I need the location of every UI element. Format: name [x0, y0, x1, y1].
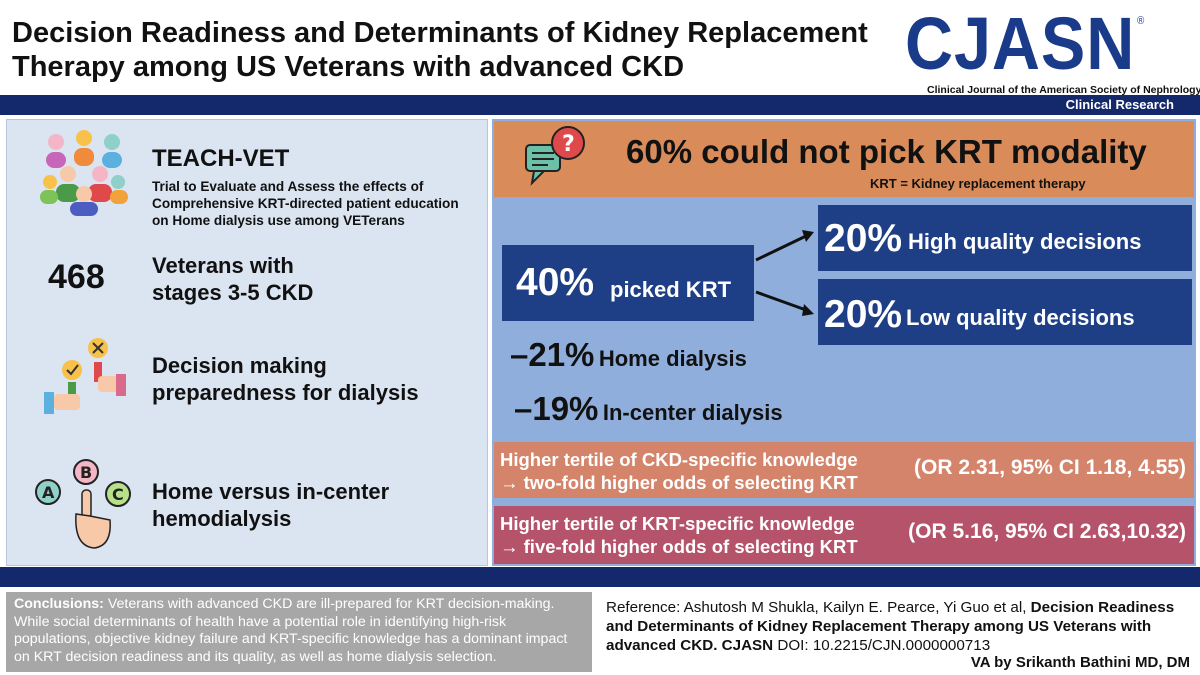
question-chat-icon: ? [525, 126, 585, 186]
conclusions-text: Veterans with advanced CKD are ill-prepa… [14, 596, 568, 665]
krt-abbreviation-note: KRT = Kidney replacement therapy [870, 176, 1086, 191]
credit-line: VA by Srikanth Bathini MD, DM [970, 654, 1190, 671]
branch-arrows [755, 230, 814, 316]
high-quality-box: 20% High quality decisions [818, 205, 1192, 271]
outcome-label: Decision making preparedness for dialysi… [152, 353, 419, 405]
title-line-1: Decision Readiness and Determinants of K… [12, 17, 868, 49]
ckd-odds-ratio: (OR 2.31, 95% CI 1.18, 4.55) [914, 456, 1186, 479]
veteran-count: 468 [48, 258, 105, 296]
svg-text:?: ? [562, 132, 575, 157]
ckd-knowledge-band: Higher tertile of CKD-specific knowledge… [494, 442, 1194, 498]
logo-text: CJASN [905, 2, 1136, 85]
veteran-count-label: Veterans with stages 3-5 CKD [152, 253, 314, 305]
conclusions-label: Conclusions: [14, 596, 104, 612]
top-bar: Clinical Research [0, 95, 1200, 115]
study-description: Trial to Evaluate and Assess the effects… [152, 179, 459, 228]
comparison-label: Home versus in-center hemodialysis [152, 479, 390, 531]
svg-text:B: B [80, 463, 92, 482]
group-icon [40, 130, 128, 216]
krt-knowledge-band: Higher tertile of KRT-specific knowledge… [494, 506, 1194, 564]
headline-box: ? 60% could not pick KRT modality KRT = … [494, 121, 1194, 197]
home-dialysis-stat: –21% Home dialysis [510, 336, 747, 373]
journal-logo: CJASN ® Clinical Journal of the American… [905, 2, 1200, 97]
study-name: TEACH-VET [152, 145, 290, 172]
low-quality-box: 20% Low quality decisions [818, 279, 1192, 345]
conclusions-box: Conclusions: Veterans with advanced CKD … [6, 592, 592, 672]
bottom-bar [0, 567, 1200, 587]
choice-hands-icon [44, 338, 126, 414]
krt-odds-ratio: (OR 5.16, 95% CI 2.63,10.32) [908, 520, 1186, 543]
headline-text: 60% could not pick KRT modality [626, 133, 1147, 170]
abc-choice-icon: B A C [35, 459, 131, 549]
logo-subtitle: Clinical Journal of the American Society… [927, 84, 1200, 96]
svg-text:A: A [42, 483, 55, 502]
reference: Reference: Ashutosh M Shukla, Kailyn E. … [606, 599, 1175, 654]
picked-krt-box: 40% picked KRT [502, 245, 754, 321]
section-label: Clinical Research [1065, 97, 1174, 112]
logo-registered-mark: ® [1137, 15, 1146, 27]
title-line-2: Therapy among US Veterans with advanced … [12, 51, 685, 83]
svg-text:C: C [112, 485, 124, 504]
page-title: Decision Readiness and Determinants of K… [12, 16, 872, 84]
in-center-dialysis-stat: –19% In-center dialysis [514, 390, 783, 427]
